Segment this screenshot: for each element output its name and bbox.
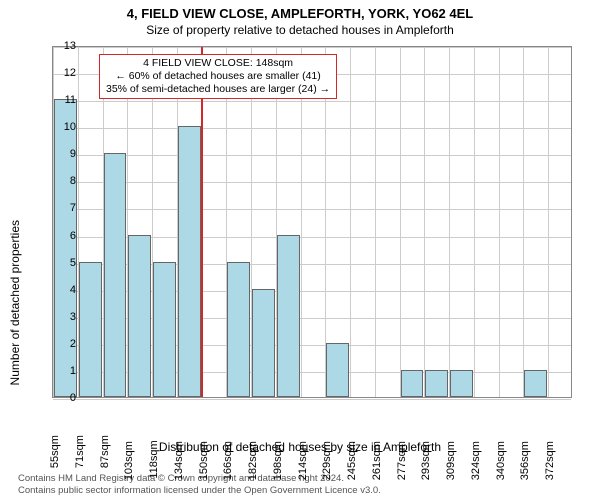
histogram-bar [227,262,250,397]
gridline-v [400,47,401,397]
gridline-h [53,101,571,102]
annotation-line: 4 FIELD VIEW CLOSE: 148sqm [106,57,330,70]
y-tick-label: 2 [70,338,76,350]
x-tick-label: 150sqm [198,441,210,480]
gridline-h [53,182,571,183]
y-tick-label: 9 [70,148,76,160]
gridline-h [53,209,571,210]
histogram-bar [401,370,424,397]
y-tick-label: 12 [64,67,76,79]
gridline-h [53,128,571,129]
y-tick-label: 5 [70,257,76,269]
x-tick-label: 261sqm [371,441,383,480]
gridline-h [53,399,571,400]
footer-line: Contains public sector information licen… [18,485,381,496]
histogram-bar [524,370,547,397]
y-tick-label: 3 [70,311,76,323]
chart-area: 4 FIELD VIEW CLOSE: 148sqm← 60% of detac… [52,46,572,426]
gridline-v [523,47,524,397]
gridline-v [350,47,351,397]
chart-title: 4, FIELD VIEW CLOSE, AMPLEFORTH, YORK, Y… [0,6,600,21]
histogram-bar [450,370,473,397]
x-tick-label: 55sqm [49,435,61,468]
x-tick-label: 103sqm [123,441,135,480]
histogram-bar [128,235,151,397]
x-tick-label: 229sqm [321,441,333,480]
x-tick-label: 293sqm [420,441,432,480]
annotation-box: 4 FIELD VIEW CLOSE: 148sqm← 60% of detac… [99,54,337,99]
histogram-bar [178,126,201,397]
histogram-bar [326,343,349,397]
gridline-v [375,47,376,397]
x-tick-label: 356sqm [519,441,531,480]
x-tick-label: 182sqm [247,441,259,480]
y-tick-label: 13 [64,40,76,52]
gridline-v [424,47,425,397]
y-tick-label: 8 [70,175,76,187]
histogram-bar [104,153,127,397]
y-tick-label: 1 [70,365,76,377]
histogram-bar [252,289,275,397]
x-tick-label: 214sqm [297,441,309,480]
gridline-v [301,47,302,397]
histogram-bar [54,99,77,397]
plot-area: 4 FIELD VIEW CLOSE: 148sqm← 60% of detac… [52,46,572,398]
x-tick-label: 166sqm [222,441,234,480]
x-tick-label: 324sqm [470,441,482,480]
x-tick-label: 277sqm [396,441,408,480]
x-tick-label: 87sqm [99,435,111,468]
gridline-v [548,47,549,397]
gridline-v [449,47,450,397]
gridline-h [53,155,571,156]
x-tick-label: 340sqm [495,441,507,480]
histogram-bar [79,262,102,397]
chart-subtitle: Size of property relative to detached ho… [0,23,600,37]
y-tick-label: 11 [65,94,76,106]
reference-line [201,47,203,397]
x-tick-label: 118sqm [148,440,160,478]
y-axis-label: Number of detached properties [8,220,22,385]
y-tick-label: 4 [70,284,76,296]
gridline-v [499,47,500,397]
histogram-bar [153,262,176,397]
x-tick-label: 245sqm [346,441,358,480]
annotation-line: ← 60% of detached houses are smaller (41… [106,70,330,83]
y-tick-label: 6 [70,230,76,242]
histogram-bar [277,235,300,397]
histogram-bar [425,370,448,397]
gridline-v [474,47,475,397]
x-tick-label: 134sqm [173,441,185,480]
y-tick-label: 0 [70,392,76,404]
annotation-line: 35% of semi-detached houses are larger (… [106,83,330,96]
x-tick-label: 71sqm [74,435,86,468]
x-tick-label: 372sqm [544,441,556,480]
gridline-h [53,47,571,48]
y-tick-label: 10 [64,121,76,133]
x-tick-label: 198sqm [272,441,284,480]
x-tick-label: 309sqm [445,441,457,480]
y-tick-label: 7 [70,202,76,214]
